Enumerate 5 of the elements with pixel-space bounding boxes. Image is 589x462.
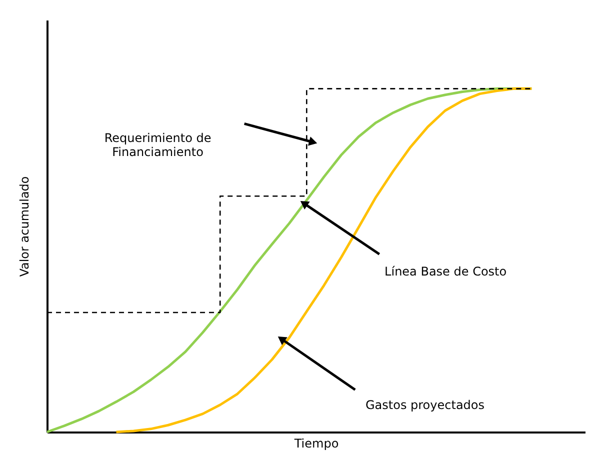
annotation: Línea Base de Costo xyxy=(384,264,507,278)
y-axis-title: Valor acumulado xyxy=(18,176,32,277)
annotation: Requerimiento de Financiamiento xyxy=(104,130,212,159)
x-axis-title: Tiempo xyxy=(293,436,339,450)
annotation: Gastos proyectados xyxy=(366,398,485,412)
